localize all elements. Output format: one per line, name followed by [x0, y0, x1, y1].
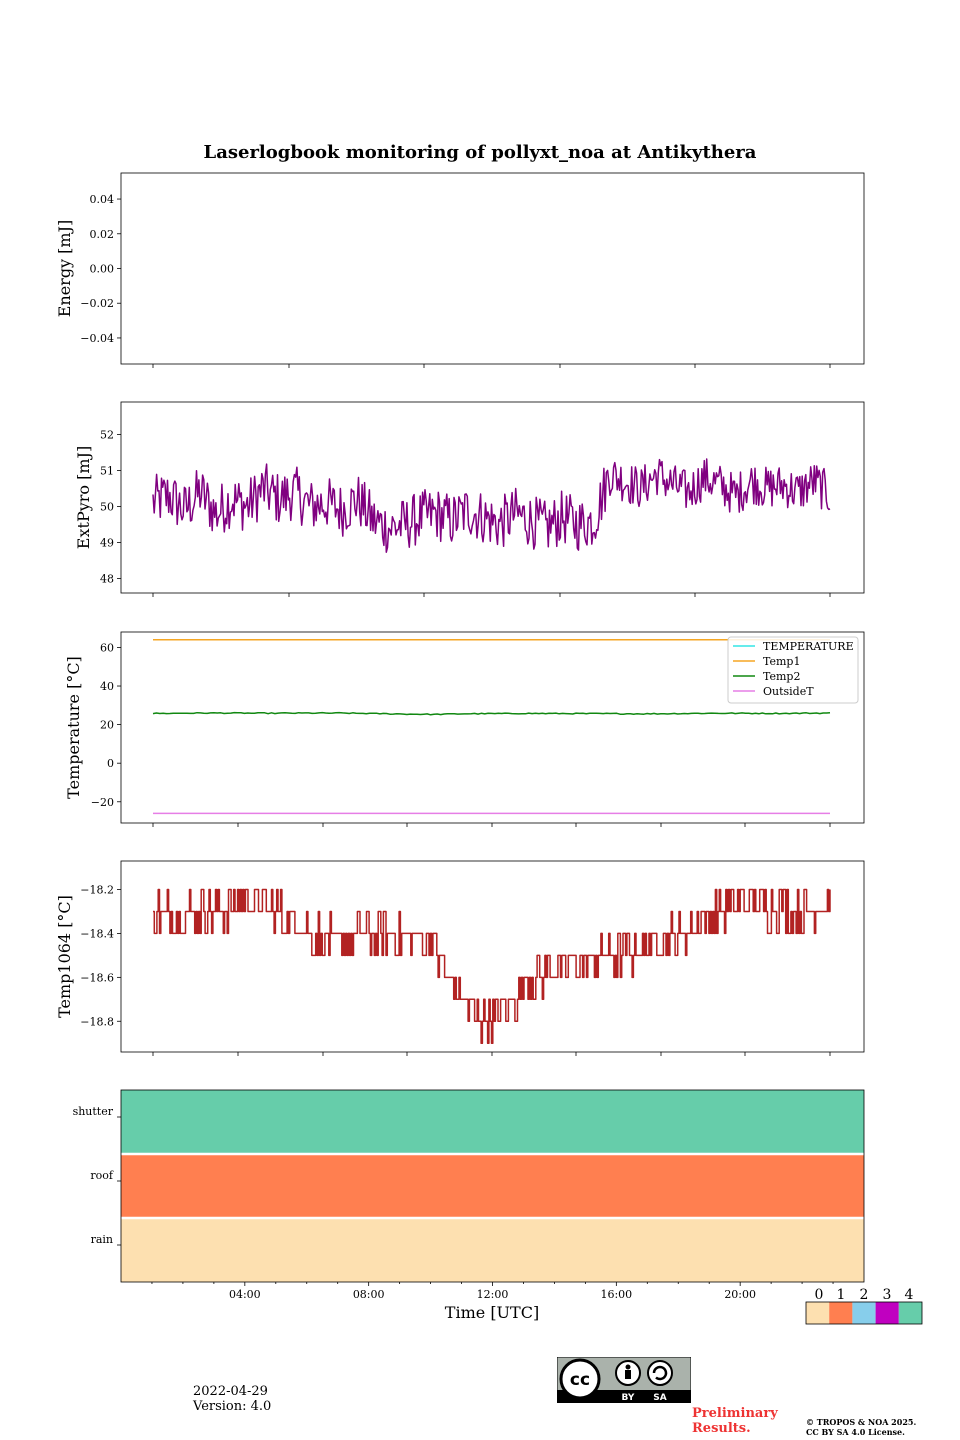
temperature-legend: TEMPERATURE Temp1 Temp2 OutsideT — [727, 636, 859, 704]
extpyro-ylabel: ExtPyro [mJ] — [74, 446, 93, 549]
energy-ytick-label: 0.04 — [90, 193, 115, 206]
status-xtick-label: 12:00 — [477, 1288, 509, 1301]
legend-frame — [727, 636, 859, 704]
extpyro-series-line — [152, 458, 831, 553]
colorbar-cell-4 — [898, 1302, 922, 1324]
temp1064-ytick-label: −18.4 — [80, 927, 114, 940]
status-row-roof — [121, 1154, 864, 1218]
colorbar-cell-0 — [806, 1302, 830, 1324]
status-xtick-label: 16:00 — [600, 1288, 632, 1301]
extpyro-ytick-label: 51 — [100, 464, 114, 477]
colorbar-cell-1 — [829, 1302, 853, 1324]
energy-panel: 0.04 0.02 0.00 −0.02 −0.04 Energy [mJ] — [55, 172, 865, 368]
svg-text:cc: cc — [570, 1370, 590, 1390]
legend-entry-temp1: Temp1 — [763, 655, 800, 668]
temperature-ytick-label: −20 — [91, 796, 114, 809]
temperature-ytick-label: 0 — [107, 757, 114, 770]
x-axis-label: Time [UTC] — [445, 1303, 539, 1322]
energy-ytick-label: 0.00 — [90, 263, 115, 276]
temperature-ytick-label: 40 — [100, 680, 114, 693]
copyright-note: © TROPOS & NOA 2025. CC BY SA 4.0 Licens… — [806, 1417, 916, 1437]
legend-entry-temp2: Temp2 — [763, 670, 800, 683]
colorbar-cell-2 — [852, 1302, 876, 1324]
extpyro-ytick-label: 52 — [100, 428, 114, 441]
temperature-ytick-label: 60 — [100, 641, 114, 654]
status-panel: shutter roof rain 04:00 08:00 12:00 16:00 20:00 — [73, 1089, 865, 1301]
preliminary-line-2: Results. — [692, 1421, 751, 1436]
temperature-panel: 60 40 20 0 −20 Temperature [°C] TEMPERATURE Tem… — [64, 631, 865, 827]
copyright-line-2: CC BY SA 4.0 License. — [806, 1427, 905, 1437]
status-row-shutter — [121, 1090, 864, 1154]
chart-title: Laserlogbook monitoring of pollyxt_noa a… — [204, 142, 757, 163]
energy-ytick-label: −0.02 — [80, 297, 114, 310]
status-row-label-rain: rain — [91, 1233, 113, 1246]
copyright-line-1: © TROPOS & NOA 2025. — [806, 1417, 917, 1427]
temperature-ytick-label: 20 — [100, 719, 114, 732]
footer-date: 2022-04-29 — [193, 1384, 268, 1399]
energy-axes-frame — [120, 172, 865, 365]
status-xtick-label: 20:00 — [724, 1288, 756, 1301]
colorbar-tick-3: 3 — [883, 1287, 892, 1303]
status-xtick-label: 08:00 — [353, 1288, 385, 1301]
extpyro-ytick-label: 50 — [100, 501, 114, 514]
colorbar-tick-4: 4 — [905, 1287, 914, 1303]
energy-ylabel: Energy [mJ] — [55, 220, 74, 318]
colorbar-cell-3 — [875, 1302, 899, 1324]
colorbar-frame — [805, 1301, 923, 1325]
status-row-label-shutter: shutter — [73, 1105, 114, 1118]
energy-ytick-label: 0.02 — [90, 228, 115, 241]
extpyro-ytick-label: 49 — [100, 537, 114, 550]
temp1064-ytick-label: −18.2 — [80, 884, 114, 897]
legend-entry-temperature: TEMPERATURE — [763, 640, 854, 653]
status-row-rain — [121, 1218, 864, 1282]
temp1064-ytick-label: −18.6 — [80, 971, 114, 984]
cc-sa-label: SA — [653, 1393, 666, 1403]
legend-entry-outsidet: OutsideT — [763, 685, 814, 698]
temp1064-ytick-label: −18.8 — [80, 1015, 114, 1028]
preliminary-note: Preliminary Results. — [692, 1406, 778, 1436]
temperature-series-temp2 — [152, 711, 831, 716]
extpyro-panel: 52 51 50 49 48 ExtPyro [mJ] — [74, 401, 865, 597]
temperature-ylabel: Temperature [°C] — [64, 656, 83, 799]
cc-by-label: BY — [622, 1393, 635, 1403]
status-row-label-roof: roof — [90, 1169, 114, 1182]
preliminary-line-1: Preliminary — [692, 1406, 778, 1421]
footer-version: Version: 4.0 — [193, 1399, 272, 1414]
energy-ytick-label: −0.04 — [80, 332, 114, 345]
temp1064-series-line — [153, 888, 831, 1044]
temp1064-ylabel: Temp1064 [°C] — [55, 895, 74, 1018]
colorbar-tick-1: 1 — [837, 1287, 846, 1303]
status-xtick-label: 04:00 — [229, 1288, 261, 1301]
colorbar-tick-0: 0 — [815, 1287, 824, 1303]
cc-license-logo: cc BY SA — [556, 1356, 692, 1404]
temp1064-panel: −18.2 −18.4 −18.6 −18.8 Temp1064 [°C] — [55, 860, 865, 1056]
extpyro-axes-frame — [120, 401, 865, 594]
colorbar-tick-2: 2 — [860, 1287, 869, 1303]
extpyro-ytick-label: 48 — [100, 573, 114, 586]
